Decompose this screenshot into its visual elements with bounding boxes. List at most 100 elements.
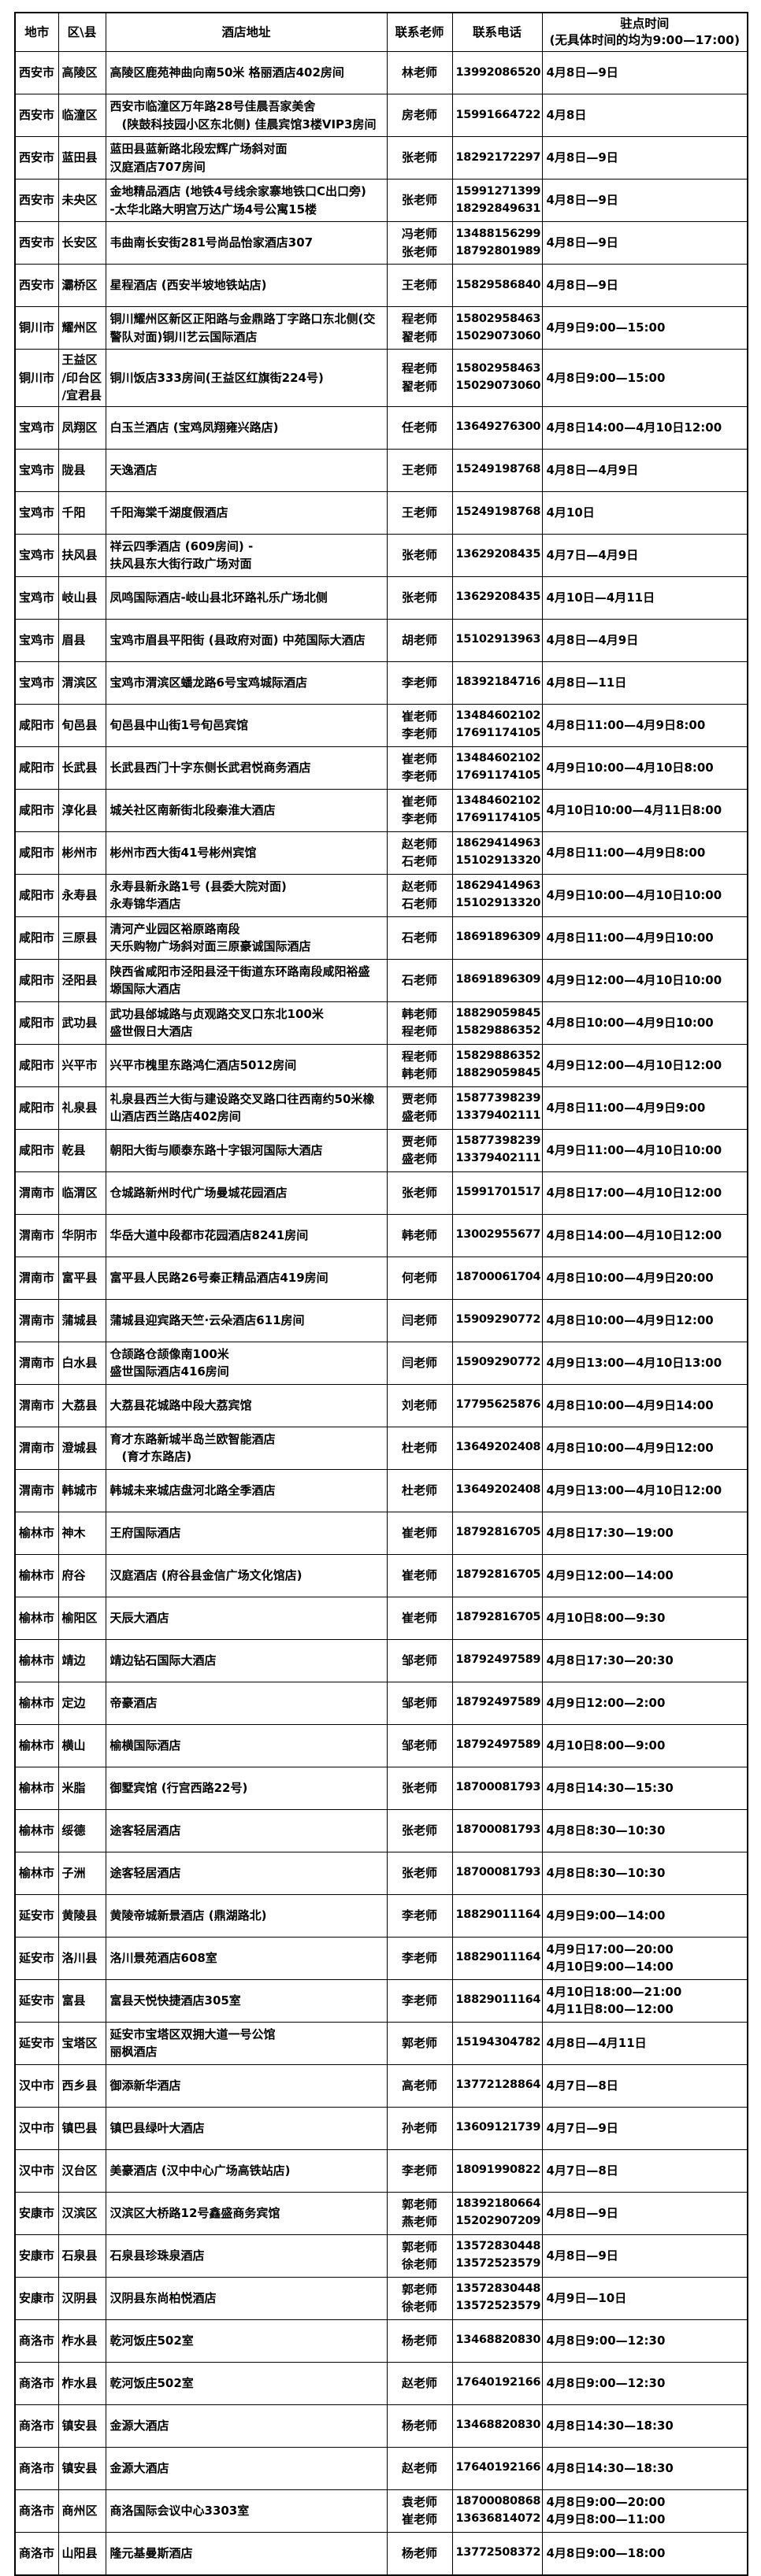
cell-district: 汉阴县 — [58, 2276, 106, 2320]
cell-teacher: 程老师 韩老师 — [386, 1043, 453, 1087]
cell-hotel-address: 蒲城县迎宾路天竺·云朵酒店611房间 — [105, 1298, 388, 1342]
cell-phone: 15249198768 — [451, 448, 543, 492]
cell-district: 商州区 — [58, 2489, 106, 2533]
cell-time: 4月8日—9日 — [541, 51, 748, 94]
table-row: 宝鸡市 凤翔区 白玉兰酒店 (宝鸡凤翔雍兴路店) 任老师 13649276300 4月8日… — [14, 405, 748, 450]
cell-city: 咸阳市 — [14, 873, 59, 917]
cell-teacher: 李老师 — [386, 2149, 453, 2193]
cell-city: 咸阳市 — [14, 788, 59, 832]
cell-time: 4月8日10:00—4月9日12:00 — [541, 1298, 748, 1342]
cell-phone: 18792816705 — [451, 1596, 543, 1640]
cell-phone: 18629414963 15102913320 — [451, 873, 543, 917]
cell-time: 4月8日14:00—4月10日12:00 — [541, 405, 748, 450]
header-teacher: 联系老师 — [386, 12, 453, 52]
cell-phone: 18691896309 — [451, 916, 543, 960]
cell-phone: 15829586840 — [451, 264, 543, 307]
cell-hotel-address: 高陵区鹿苑神曲向南50米 格丽酒店402房间 — [105, 51, 388, 94]
cell-city: 榆林市 — [14, 1511, 59, 1555]
cell-district: 渭滨区 — [58, 661, 106, 705]
cell-district: 耀州区 — [58, 306, 106, 350]
cell-district: 黄陵县 — [58, 1893, 106, 1938]
cell-city: 渭南市 — [14, 1213, 59, 1257]
cell-city: 西安市 — [14, 51, 59, 94]
cell-time: 4月9日9:00—15:00 — [541, 306, 748, 350]
cell-district: 镇安县 — [58, 2446, 106, 2490]
cell-city: 安康市 — [14, 2234, 59, 2278]
cell-district: 榆阳区 — [58, 1596, 106, 1640]
cell-district: 绥德 — [58, 1808, 106, 1852]
cell-city: 咸阳市 — [14, 703, 59, 747]
cell-hotel-address: 蓝田县蓝新路北段宏辉广场斜对面 汉庭酒店707房间 — [105, 136, 388, 180]
cell-time: 4月10日10:00—4月11日8:00 — [541, 788, 748, 832]
cell-hotel-address: 王府国际酒店 — [105, 1511, 388, 1555]
cell-district: 长武县 — [58, 746, 106, 790]
cell-phone: 13488156299 18792801989 — [451, 221, 543, 265]
cell-hotel-address: 御添新华酒店 — [105, 2063, 388, 2108]
cell-hotel-address: 天辰大酒店 — [105, 1596, 388, 1640]
cell-teacher: 闫老师 — [386, 1341, 453, 1385]
cell-time: 4月9日12:00—14:00 — [541, 1553, 748, 1597]
cell-city: 咸阳市 — [14, 916, 59, 960]
cell-teacher: 张老师 — [386, 1766, 453, 1810]
cell-city: 榆林市 — [14, 1808, 59, 1852]
cell-time: 4月10日—4月11日 — [541, 576, 748, 620]
cell-time: 4月8日10:00—4月9日20:00 — [541, 1256, 748, 1300]
cell-time: 4月7日—8日 — [541, 2063, 748, 2108]
cell-phone: 17640192166 — [451, 2361, 543, 2405]
table-row: 榆林市 子洲 途客轻居酒店 张老师 18700081793 4月8日8:30—10:30 — [14, 1851, 748, 1895]
table-row: 西安市 未央区 金地精品酒店 (地铁4号线余家寨地铁口C出口旁) -太华北路大明宫万… — [14, 179, 748, 222]
cell-teacher: 胡老师 — [386, 618, 453, 662]
cell-time: 4月10日 — [541, 490, 748, 535]
cell-district: 镇巴县 — [58, 2106, 106, 2150]
cell-teacher: 崔老师 李老师 — [386, 788, 453, 832]
cell-district: 彬州市 — [58, 831, 106, 875]
cell-phone: 18292172297 — [451, 136, 543, 180]
cell-hotel-address: 金源大酒店 — [105, 2404, 388, 2448]
cell-teacher: 赵老师 石老师 — [386, 873, 453, 917]
cell-district: 镇安县 — [58, 2404, 106, 2448]
cell-teacher: 郭老师 徐老师 — [386, 2234, 453, 2278]
table-row: 咸阳市 兴平市 兴平市槐里东路鸿仁酒店5012房间 程老师 韩老师 1582988635… — [14, 1043, 748, 1087]
table-header: 地市 区\县 酒店地址 联系老师 联系电话 驻点时间 (无具体时间的均为9:00… — [14, 12, 748, 52]
cell-phone: 15829886352 18829059845 — [451, 1043, 543, 1087]
cell-city: 榆林市 — [14, 1681, 59, 1725]
table-row: 榆林市 横山 榆横国际酒店 邹老师 18792497589 4月10日8:00—9:00 — [14, 1723, 748, 1767]
cell-teacher: 冯老师 张老师 — [386, 221, 453, 265]
cell-hotel-address: 镇巴县绿叶大酒店 — [105, 2106, 388, 2150]
cell-time: 4月8日—9日 — [541, 264, 748, 307]
cell-district: 洛川县 — [58, 1936, 106, 1980]
header-row: 地市 区\县 酒店地址 联系老师 联系电话 驻点时间 (无具体时间的均为9:00… — [14, 12, 748, 52]
cell-phone: 15802958463 15029073060 — [451, 306, 543, 350]
cell-city: 咸阳市 — [14, 831, 59, 875]
cell-district: 眉县 — [58, 618, 106, 662]
header-hotel-address: 酒店地址 — [105, 12, 388, 52]
cell-time: 4月10日18:00—21:00 4月11日8:00—12:00 — [541, 1978, 748, 2023]
cell-time: 4月8日—9日 — [541, 2234, 748, 2278]
cell-hotel-address: 汉滨区大桥路12号鑫盛商务宾馆 — [105, 2191, 388, 2235]
cell-time: 4月7日—9日 — [541, 2106, 748, 2150]
cell-district: 富平县 — [58, 1256, 106, 1300]
cell-time: 4月8日—4月9日 — [541, 448, 748, 492]
cell-city: 宝鸡市 — [14, 405, 59, 450]
table-row: 咸阳市 永寿县 永寿县新永路1号 (县委大院对面) 永寿锦华酒店 赵老师 石老师 186… — [14, 873, 748, 917]
table-row: 汉中市 西乡县 御添新华酒店 高老师 13772128864 4月7日—8日 — [14, 2063, 748, 2108]
cell-teacher: 程老师 翟老师 — [386, 306, 453, 350]
cell-hotel-address: 汉庭酒店 (府谷县金信广场文化馆店) — [105, 1553, 388, 1597]
cell-phone: 18792497589 — [451, 1723, 543, 1767]
table-row: 西安市 长安区 韦曲南长安街281号尚品怡家酒店307 冯老师 张老师 13488156… — [14, 221, 748, 265]
table-row: 咸阳市 长武县 长武县西门十字东侧长武君悦商务酒店 崔老师 李老师 1348460210… — [14, 746, 748, 790]
cell-teacher: 贾老师 盛老师 — [386, 1128, 453, 1172]
table-row: 西安市 高陵区 高陵区鹿苑神曲向南50米 格丽酒店402房间 林老师 139920865… — [14, 51, 748, 94]
cell-teacher: 张老师 — [386, 136, 453, 180]
cell-district: 永寿县 — [58, 873, 106, 917]
table-row: 咸阳市 三原县 清河产业园区裕原路南段 天乐购物广场斜对面三原豪诚国际酒店 石老师 18… — [14, 916, 748, 960]
cell-phone: 18792497589 — [451, 1681, 543, 1725]
cell-district: 长安区 — [58, 221, 106, 265]
table-row: 宝鸡市 扶风县 祥云四季酒店 (609房间) - 扶风县东大街行政广场对面 张老师 13… — [14, 533, 748, 577]
cell-hotel-address: 金源大酒店 — [105, 2446, 388, 2490]
cell-phone: 18792816705 — [451, 1553, 543, 1597]
cell-district: 陇县 — [58, 448, 106, 492]
table-row: 渭南市 富平县 富平县人民路26号秦正精品酒店419房间 何老师 18700061704… — [14, 1256, 748, 1300]
table-row: 商洛市 镇安县 金源大酒店 杨老师 13468820830 4月8日14:30—18:30 — [14, 2404, 748, 2448]
